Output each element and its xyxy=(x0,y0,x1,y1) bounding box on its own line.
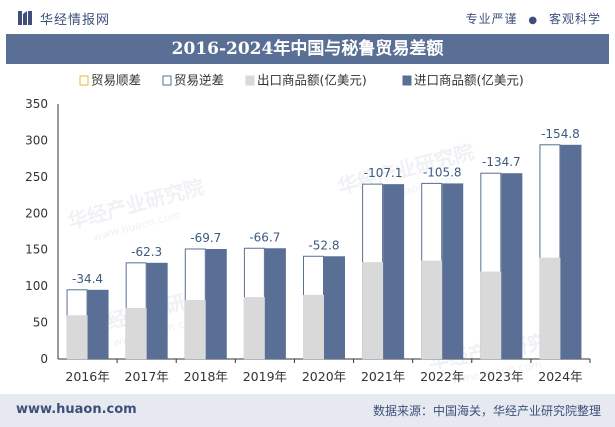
export-bar xyxy=(539,257,561,359)
brand-logo-icon xyxy=(18,11,32,25)
legend-swatch xyxy=(79,75,89,86)
export-bar xyxy=(480,271,502,359)
import-bar xyxy=(324,256,345,359)
import-bar xyxy=(264,248,286,359)
data-label: -154.8 xyxy=(541,127,580,141)
brand-name: 华经情报网 xyxy=(40,13,111,28)
y-tick-label: 50 xyxy=(33,316,48,330)
y-tick-label: 200 xyxy=(25,206,48,220)
x-tick-label: 2023年 xyxy=(479,369,523,384)
title-bar: 2016-2024年中国与秘鲁贸易差额 xyxy=(6,34,609,64)
export-bar xyxy=(362,262,384,359)
x-tick-label: 2020年 xyxy=(302,369,346,384)
legend-label: 贸易逆差 xyxy=(174,73,224,88)
x-tick-label: 2017年 xyxy=(125,369,169,384)
x-tick-label: 2019年 xyxy=(243,369,287,384)
data-label: -66.7 xyxy=(249,230,280,244)
import-bar xyxy=(383,184,405,359)
import-bar xyxy=(442,183,464,359)
import-bar xyxy=(560,144,582,359)
x-tick-label: 2018年 xyxy=(184,369,228,384)
import-bar xyxy=(501,173,523,359)
slogan: 专业严谨 ● 客观科学 xyxy=(466,10,601,27)
export-bar xyxy=(125,308,147,359)
export-bar xyxy=(421,260,443,359)
legend-swatch xyxy=(402,75,412,86)
legend-label: 贸易顺差 xyxy=(91,73,141,88)
footer-source: 数据来源：中国海关，华经产业研究院整理 xyxy=(372,404,601,418)
footer-website: www.huaon.com xyxy=(16,402,137,417)
export-bar xyxy=(184,299,206,359)
data-label: -134.7 xyxy=(482,155,521,169)
bar-chart: 华经产业研究院www.huaon.com华经产业研究院www.huaon.com… xyxy=(25,73,591,386)
x-tick-label: 2021年 xyxy=(361,369,405,384)
legend-label: 出口商品额(亿美元) xyxy=(257,73,367,88)
y-tick-label: 300 xyxy=(25,133,48,147)
import-bar xyxy=(146,262,168,359)
y-tick-label: 0 xyxy=(40,352,48,366)
export-bar xyxy=(66,315,88,359)
import-bar xyxy=(87,289,109,359)
x-tick-label: 2024年 xyxy=(538,369,582,384)
y-tick-label: 350 xyxy=(25,97,48,111)
export-bar xyxy=(243,297,265,359)
x-tick-label: 2022年 xyxy=(420,369,464,384)
export-bar xyxy=(303,294,324,359)
y-tick-label: 250 xyxy=(25,170,48,184)
slogan-separator: ● xyxy=(528,15,539,26)
data-label: -52.8 xyxy=(308,238,339,252)
top-bar: 华经情报网 专业严谨 ● 客观科学 xyxy=(0,0,615,34)
data-label: -105.8 xyxy=(423,165,462,179)
y-tick-label: 150 xyxy=(25,243,48,257)
data-label: -69.7 xyxy=(190,231,221,245)
x-tick-label: 2016年 xyxy=(65,369,109,384)
import-bar xyxy=(205,248,227,359)
slogan-right: 客观科学 xyxy=(548,12,601,26)
slogan-left: 专业严谨 xyxy=(465,12,518,26)
data-label: -62.3 xyxy=(131,245,162,259)
legend-swatch xyxy=(162,75,172,86)
chart-title: 2016-2024年中国与秘鲁贸易差额 xyxy=(171,39,444,59)
data-label: -34.4 xyxy=(72,272,103,286)
legend-swatch xyxy=(245,75,255,86)
footer: www.huaon.com 数据来源：中国海关，华经产业研究院整理 xyxy=(0,394,615,427)
y-tick-label: 100 xyxy=(25,279,48,293)
legend-label: 进口商品额(亿美元) xyxy=(414,73,524,88)
data-label: -107.1 xyxy=(364,166,403,180)
